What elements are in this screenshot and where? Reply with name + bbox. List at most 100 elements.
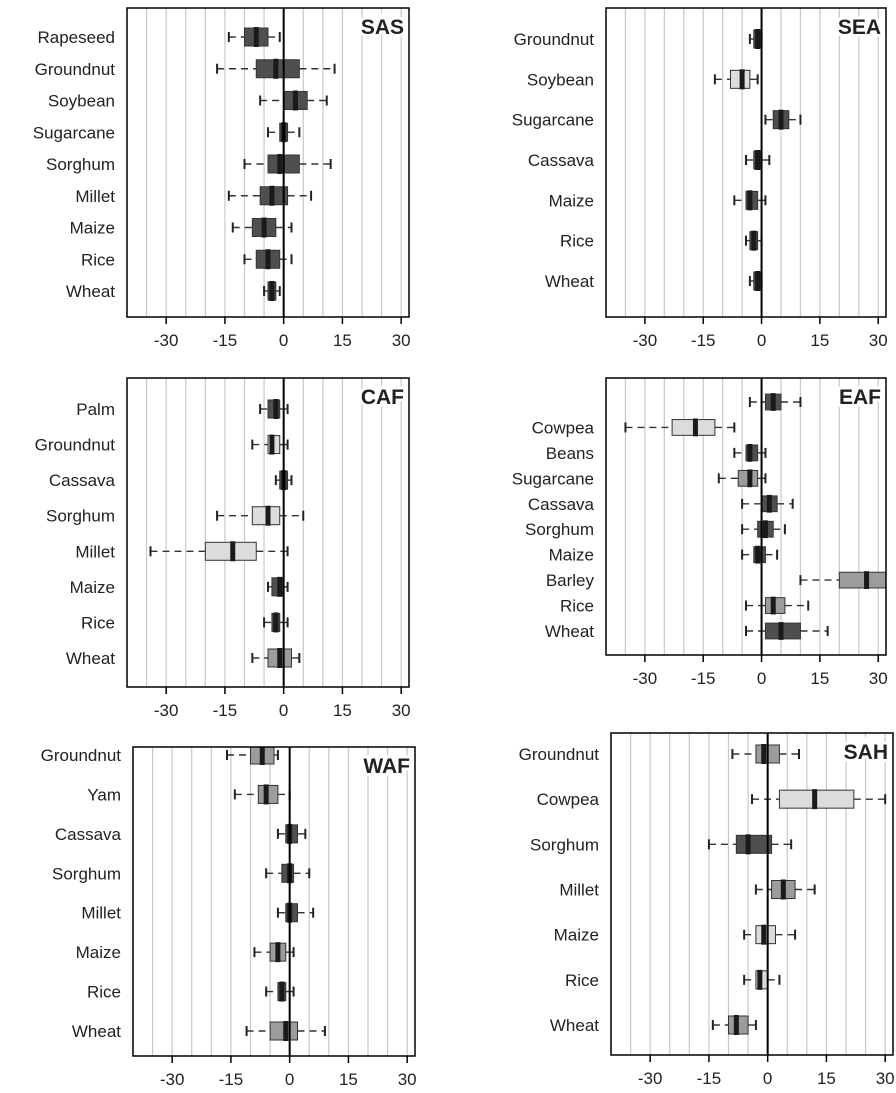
crop-rice — [743, 969, 781, 990]
plot-area-sas — [127, 8, 402, 317]
median-marker — [761, 744, 767, 764]
median-marker — [273, 399, 279, 419]
crop-rice — [243, 249, 293, 270]
median-marker — [780, 879, 786, 900]
crop-beans — [733, 444, 767, 462]
median-marker — [745, 834, 751, 855]
crop-label: Groundnut — [35, 436, 116, 455]
x-tick-label: -15 — [691, 669, 716, 688]
x-tick-label: 0 — [279, 331, 288, 350]
median-marker — [733, 1015, 739, 1035]
plot-area-sah — [611, 733, 887, 1055]
crop-millet — [276, 902, 315, 923]
crop-label: Groundnut — [35, 60, 116, 79]
panel-sas: Rapeseed Groundnut Soybean Sugarcane Sorghum… — [33, 7, 411, 350]
crop-label: Wheat — [545, 272, 594, 291]
crop-label: Soybean — [527, 70, 594, 89]
x-tick-label: 0 — [285, 1070, 294, 1089]
crop-soybean — [259, 90, 328, 111]
median-marker — [692, 418, 698, 437]
box — [838, 571, 886, 589]
median-marker — [770, 596, 776, 615]
crop-label: Rice — [560, 597, 594, 616]
x-tick-label: -30 — [633, 331, 658, 350]
panel-caf: Palm Groundnut Cassava Sorghum Millet Maize Ri… — [35, 377, 411, 720]
crop-groundnut — [216, 58, 336, 79]
median-marker — [747, 444, 753, 462]
box — [735, 834, 773, 854]
median-marker — [755, 29, 761, 49]
panel-frame — [126, 377, 410, 688]
median-marker — [259, 747, 265, 765]
crop-label: Cassava — [49, 471, 116, 490]
crop-cowpea — [751, 789, 887, 810]
crop-label: Groundnut — [519, 745, 600, 764]
x-tick-label: 15 — [810, 669, 829, 688]
crop-maize — [743, 924, 797, 945]
crop-label: Rice — [81, 613, 115, 632]
panel-eaf: Cowpea Beans Sugarcane Cassava Sorghum Maize B… — [512, 377, 888, 688]
crop-soybean — [713, 69, 759, 90]
median-marker — [755, 271, 761, 291]
crop-millet — [754, 879, 816, 900]
crop-sorghum — [216, 505, 305, 526]
crop-label: Yam — [87, 785, 121, 804]
panel-frame — [610, 732, 894, 1056]
median-marker — [269, 434, 275, 455]
crop-sugarcane — [764, 109, 802, 130]
median-marker — [269, 281, 275, 301]
median-marker — [273, 612, 279, 633]
crop-maize — [267, 576, 289, 597]
crop-wheat — [745, 622, 829, 640]
plot-area-eaf — [606, 378, 886, 655]
median-marker — [812, 789, 818, 810]
median-marker — [273, 58, 279, 79]
region-title: EAF — [839, 386, 881, 409]
crop-rapeseed — [227, 27, 281, 47]
median-marker — [265, 249, 271, 270]
panel-frame — [126, 7, 410, 318]
x-tick-label: 30 — [876, 1069, 895, 1088]
crop-yam — [233, 784, 291, 805]
panel-frame — [132, 746, 416, 1057]
x-tick-label: -15 — [213, 701, 238, 720]
median-marker — [275, 942, 281, 963]
crop-label: Palm — [76, 400, 115, 419]
x-tick-label: 15 — [817, 1069, 836, 1088]
region-title: SEA — [838, 16, 881, 39]
x-tick-label: -30 — [160, 1070, 185, 1089]
crop-label: Rice — [565, 971, 599, 990]
crop-label: Rice — [87, 983, 121, 1002]
median-marker — [755, 150, 761, 170]
x-tick-label: 30 — [869, 331, 888, 350]
crop-maize — [253, 942, 295, 963]
crop-label: Sorghum — [530, 835, 599, 854]
x-tick-label: -15 — [691, 331, 716, 350]
crop-millet — [227, 185, 313, 206]
median-marker — [762, 520, 768, 539]
region-title-halo: CAF — [361, 386, 404, 409]
crop-wheat — [245, 1021, 326, 1041]
x-tick-label: -15 — [213, 331, 238, 350]
crop-label: Cassava — [528, 151, 595, 170]
crop-sorghum — [707, 834, 793, 855]
median-marker — [265, 505, 271, 526]
region-title-halo: SAS — [361, 16, 404, 39]
crop-sugarcane — [717, 469, 767, 488]
crop-label: Wheat — [66, 282, 115, 301]
x-tick-label: -15 — [219, 1070, 244, 1089]
crop-label: Wheat — [66, 649, 115, 668]
crop-rice — [745, 230, 763, 251]
crop-cassava — [741, 494, 794, 513]
crop-label: Beans — [546, 444, 594, 463]
crop-label: Cowpea — [532, 418, 595, 437]
crop-label: Millet — [75, 187, 115, 206]
crop-maize — [741, 545, 779, 564]
crop-label: Soybean — [48, 92, 115, 111]
crop-label: Rapeseed — [37, 28, 115, 47]
x-tick-label: 15 — [333, 331, 352, 350]
median-marker — [263, 784, 269, 805]
crop-maize — [231, 217, 293, 238]
median-marker — [261, 217, 267, 238]
